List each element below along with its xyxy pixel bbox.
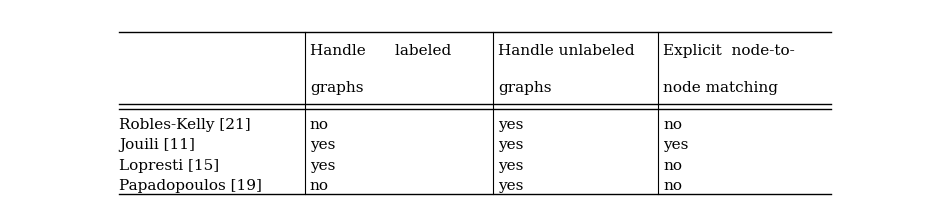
Text: graphs: graphs [498,81,552,95]
Text: Handle      labeled: Handle labeled [310,44,451,58]
Text: yes: yes [310,159,336,173]
Text: Papadopoulos [19]: Papadopoulos [19] [120,179,262,193]
Text: yes: yes [310,139,336,153]
Text: yes: yes [498,139,524,153]
Text: no: no [664,118,682,132]
Text: Handle unlabeled: Handle unlabeled [498,44,635,58]
Text: Robles-Kelly [21]: Robles-Kelly [21] [120,118,251,132]
Text: yes: yes [498,179,524,193]
Text: yes: yes [498,118,524,132]
Text: Explicit  node-to-: Explicit node-to- [664,44,795,58]
Text: no: no [664,179,682,193]
Text: no: no [310,118,329,132]
Text: Jouili [11]: Jouili [11] [120,139,196,153]
Text: no: no [664,159,682,173]
Text: no: no [310,179,329,193]
Text: node matching: node matching [664,81,779,95]
Text: Lopresti [15]: Lopresti [15] [120,159,220,173]
Text: yes: yes [664,139,689,153]
Text: graphs: graphs [310,81,363,95]
Text: yes: yes [498,159,524,173]
